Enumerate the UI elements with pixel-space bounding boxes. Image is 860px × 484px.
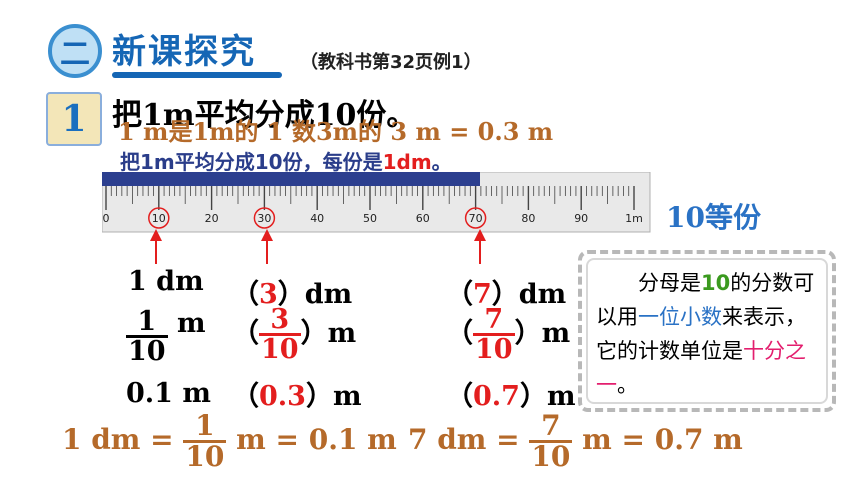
arrow-up-icon <box>150 229 162 241</box>
ruler-label: 20 <box>205 212 219 225</box>
note-box-border <box>578 250 836 412</box>
ten-equal-parts-label: 10等份 <box>666 201 761 234</box>
row2-fraction: 1 10 m <box>126 306 206 367</box>
note-box: 分母是10的分数可以用一位小数来表示，它的计数单位是十分之一。 <box>586 258 828 404</box>
ruler-label: 0 <box>103 212 110 225</box>
ruler-caption-unit: 1dm <box>382 150 432 174</box>
row1-blank-7: （7）dm <box>446 279 567 310</box>
blank-value: 3 <box>259 279 278 310</box>
blank-value: 0.3 <box>259 381 306 412</box>
ruler-caption-text: 把1m平均分成10份，每份是 <box>120 150 383 174</box>
arrow-up-icon <box>261 229 273 241</box>
row3-decimal: 0.1 m <box>126 378 211 409</box>
problem-statement: 把1m平均分成10份。 <box>112 98 417 133</box>
arrow-shaft <box>155 240 157 264</box>
ruler-label: 80 <box>521 212 535 225</box>
ruler-caption-end: 。 <box>431 150 452 174</box>
row1-blank-3: （3）dm <box>232 279 353 310</box>
equation-1dm: 1 dm = 1 10 m = 0.1 m <box>62 409 397 473</box>
ruler-label-circle <box>253 207 276 229</box>
ruler-label: 60 <box>416 212 430 225</box>
row3-blank-0-3: （0.3）m <box>232 381 362 412</box>
meter-ruler: 0 10 20 30 40 50 60 70 80 90 1m <box>102 172 651 233</box>
ruler-label: 10 <box>152 212 166 225</box>
ruler-label-circle <box>464 207 487 229</box>
row2-blank-7-10: （7 10 ）m <box>446 304 571 365</box>
row2-blank-3-10: （3 10 ）m <box>232 304 357 365</box>
ruler-label-circle <box>148 207 170 229</box>
ruler-label: 30 <box>257 212 271 225</box>
blank-value: 7 <box>473 279 492 310</box>
textbook-reference: （教科书第32页例1） <box>300 52 482 73</box>
arrow-shaft <box>266 240 268 264</box>
blank-value: 0.7 <box>473 381 520 412</box>
arrow-up-icon <box>474 229 486 241</box>
ruler-label: 70 <box>469 212 483 225</box>
example-number-badge: 1 <box>46 92 102 146</box>
section-title: 新课探究 <box>112 32 256 72</box>
ruler-caption: 把1m平均分成10份，每份是1dm。 <box>120 146 452 175</box>
ruler-label: 1m <box>625 212 643 225</box>
row3-blank-0-7: （0.7）m <box>446 381 576 412</box>
ruler-highlight-bar <box>102 172 480 186</box>
section-number-badge: 二 <box>48 24 102 78</box>
ruler-label: 90 <box>574 212 588 225</box>
ruler-label: 50 <box>363 212 377 225</box>
overlapping-fraction-line: 1 m是1m的 1 数3m的 3 m = 0.3 m <box>118 117 554 146</box>
row1-dm: 1 dm <box>128 266 204 297</box>
ruler-label: 40 <box>310 212 324 225</box>
section-title-underline <box>112 72 282 78</box>
equation-7dm: 7 dm = 7 10 m = 0.7 m <box>408 409 743 473</box>
arrow-shaft <box>479 240 481 264</box>
